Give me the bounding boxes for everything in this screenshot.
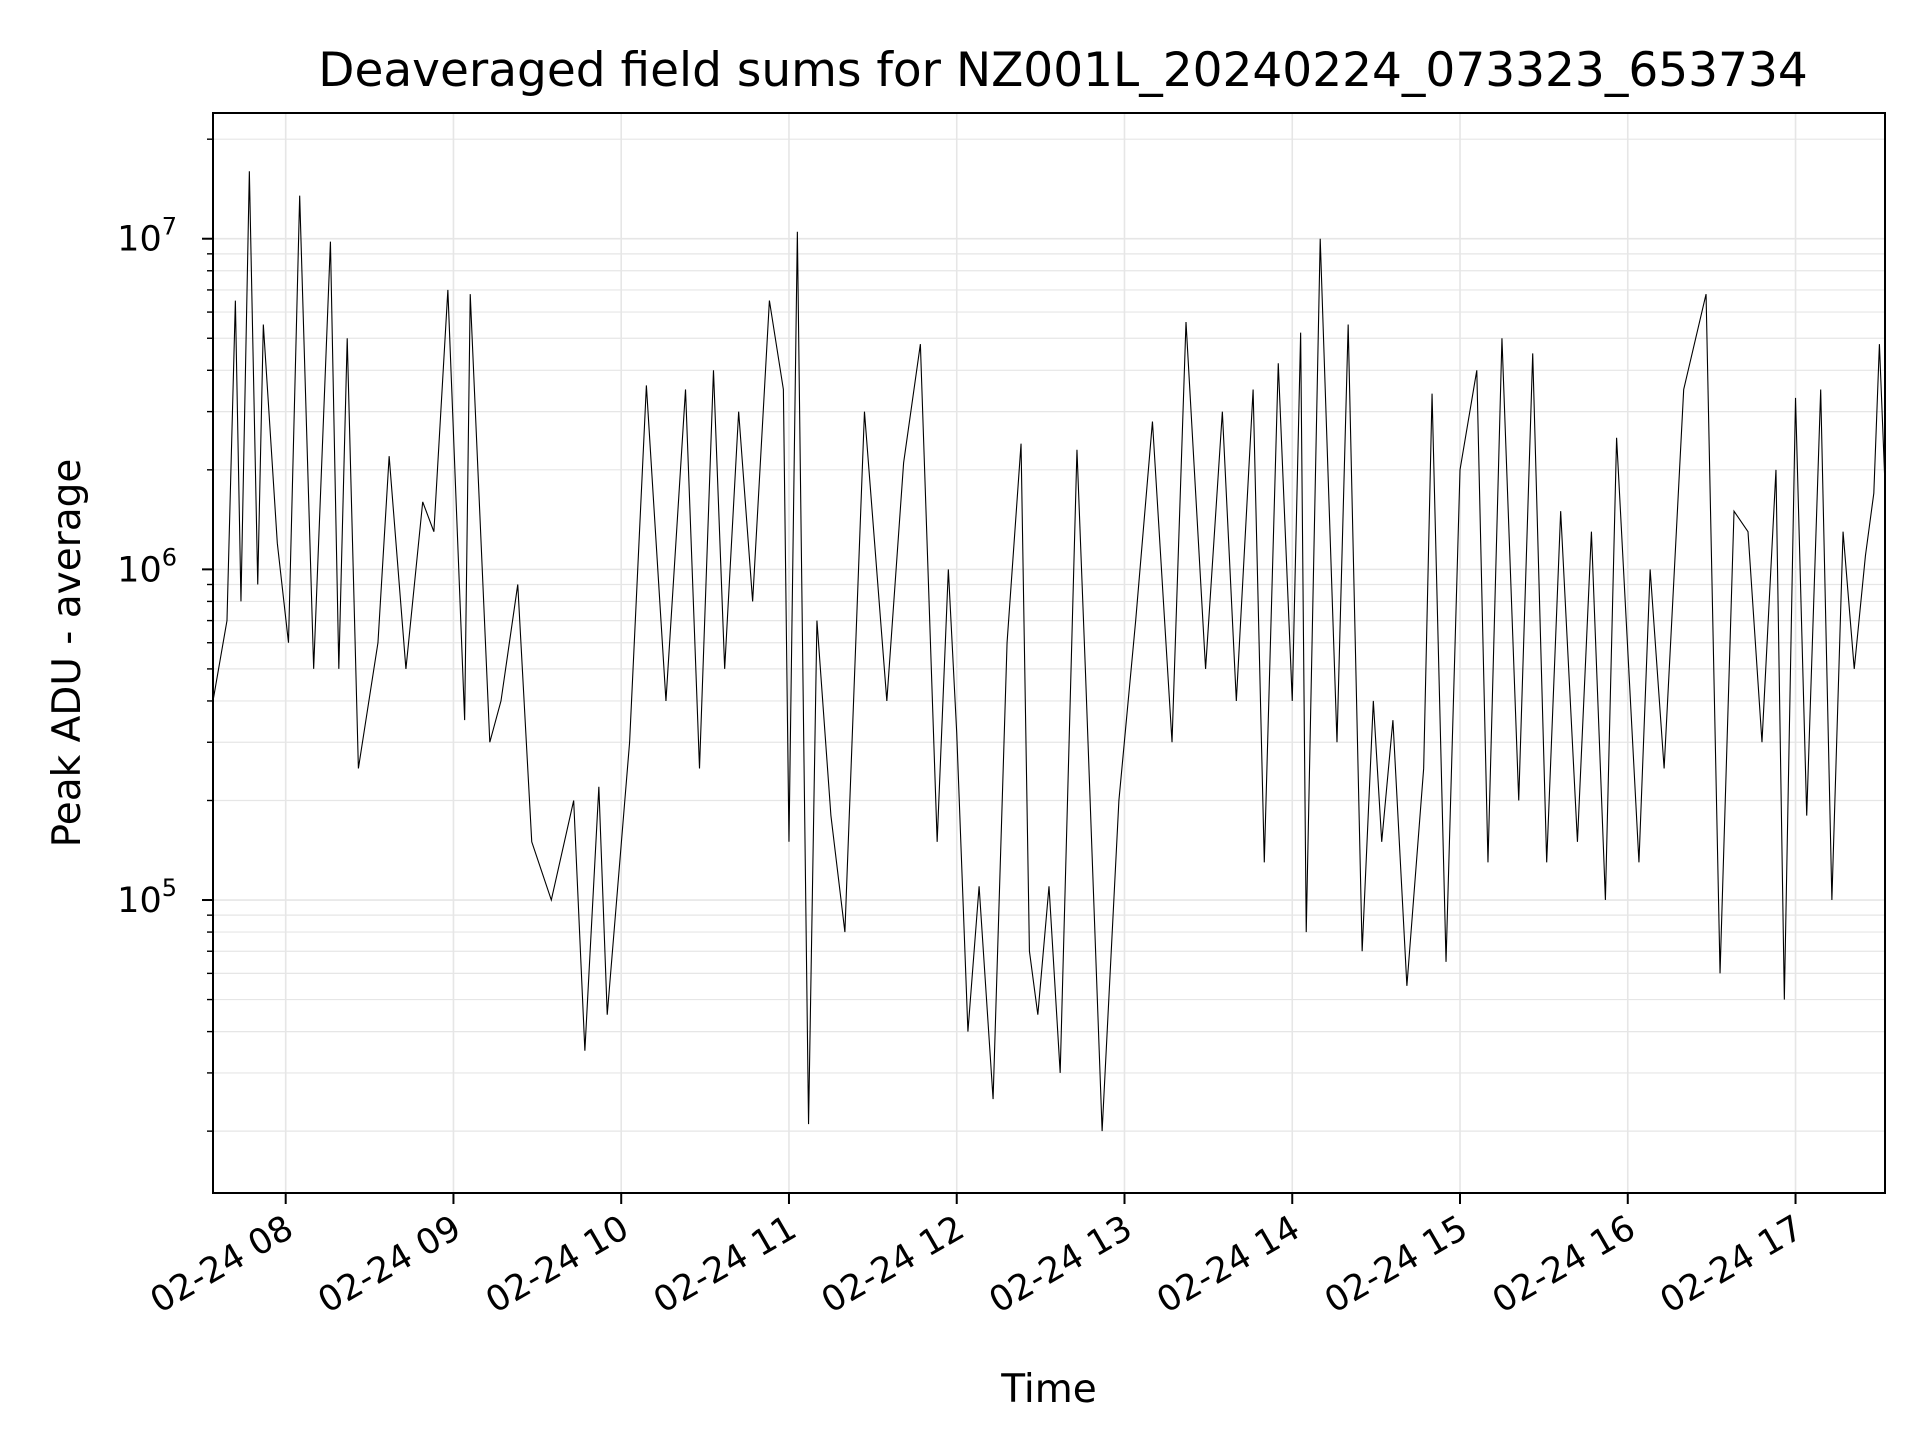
x-axis-label: Time	[1000, 1367, 1096, 1412]
series-line	[212, 171, 1886, 1132]
plot-frame	[212, 112, 1886, 1194]
y-axis-label: Peak ADU - average	[45, 459, 90, 848]
plot-area	[212, 171, 1886, 1132]
grid	[213, 113, 1885, 1193]
y-tick-label: 106	[117, 543, 177, 590]
chart-title: Deaveraged field sums for NZ001L_2024022…	[318, 43, 1808, 98]
y-tick-label: 107	[117, 213, 177, 260]
y-tick-label: 105	[117, 874, 177, 921]
y-axis: 105 106 107	[117, 138, 213, 1132]
